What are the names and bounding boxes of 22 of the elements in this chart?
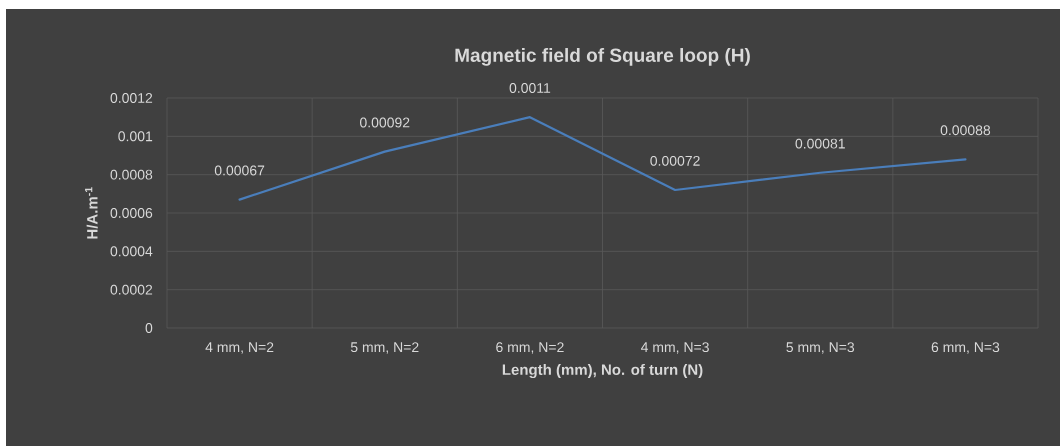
x-tick-label: 5 mm, N=2 [350, 342, 419, 354]
y-tick-label: 0 [145, 323, 153, 333]
y-tick-label: 0.0006 [110, 208, 153, 218]
x-tick-label: 6 mm, N=2 [496, 342, 564, 354]
data-label: 0.00067 [214, 165, 265, 176]
chart-title: Magnetic field of Square loop (H) [455, 48, 750, 66]
y-tick-label: 0.0004 [110, 246, 153, 257]
y-tick-label: 0.0012 [110, 93, 153, 103]
y-axis-title: H/A.m$^{-1}$ [85, 187, 98, 239]
data-label: 0.00081 [795, 138, 845, 149]
data-label: 0.00092 [360, 117, 410, 128]
y-tick-label: 0.001 [118, 131, 153, 142]
y-tick-label: 0.0002 [110, 284, 153, 295]
data-label: 0.00072 [650, 155, 700, 166]
data-label: 0.00088 [940, 125, 991, 136]
x-tick-label: 6 mm, N=3 [931, 342, 1000, 354]
x-tick-label: 4 mm, N=3 [640, 342, 709, 354]
x-axis-title: Length (mm), No. of turn (N) [502, 363, 703, 378]
x-tick-label: 5 mm, N=3 [786, 342, 855, 354]
data-label: 0.0011 [509, 83, 551, 93]
x-tick-label: 4 mm, N=2 [205, 342, 274, 354]
y-tick-label: 0.0008 [110, 169, 153, 180]
